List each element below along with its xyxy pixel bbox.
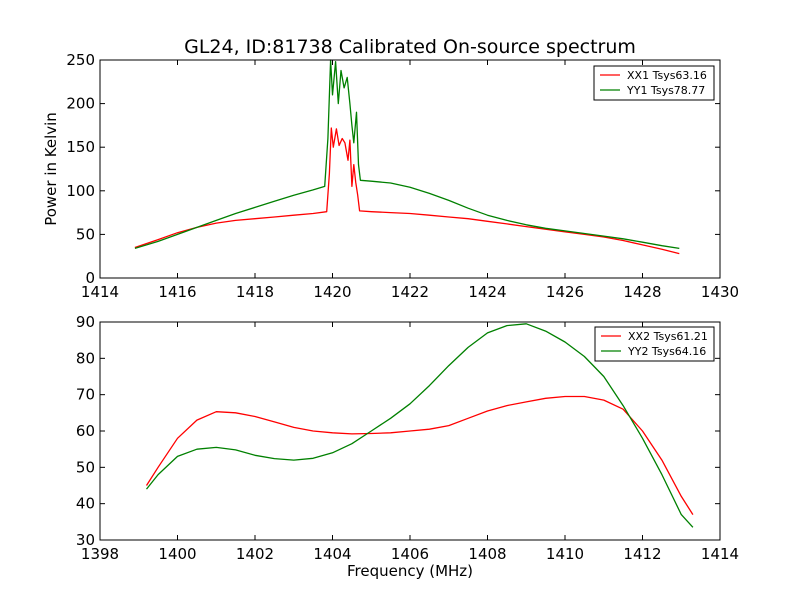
series-line-xx1 — [134, 127, 680, 255]
series-line-yy1 — [134, 59, 680, 250]
series-line-yy2 — [145, 323, 694, 528]
legend-entry: XX1 Tsys63.16 — [627, 69, 707, 82]
y-tick-label: 70 — [76, 386, 95, 404]
x-tick-label: 1412 — [623, 545, 661, 563]
y-tick-label: 80 — [76, 349, 95, 367]
x-tick-label: 1420 — [313, 283, 351, 301]
x-axis-label-bottom: Frequency (MHz) — [347, 562, 473, 580]
legend: XX1 Tsys63.16 YY1 Tsys78.77 — [593, 65, 715, 101]
y-tick-label: 60 — [76, 422, 95, 440]
x-tick-label: 1400 — [158, 545, 196, 563]
x-tick-label: 1410 — [546, 545, 584, 563]
chart-title: GL24, ID:81738 Calibrated On-source spec… — [184, 36, 636, 58]
bottom-panel: 1398 1400 1402 1404 1406 1408 1410 1412 1414 30 40… — [76, 313, 739, 563]
y-tick-label: 100 — [66, 182, 95, 200]
y-tick-label: 0 — [85, 269, 95, 287]
top-panel: 1414 1416 1418 1420 1422 1424 1426 1428 1430 0 50 1… — [66, 51, 739, 301]
legend: XX2 Tsys61.21 YY2 Tsys64.16 — [594, 326, 715, 362]
legend-box — [593, 65, 715, 101]
y-tick-label: 50 — [76, 458, 95, 476]
x-tick-label: 1406 — [391, 545, 429, 563]
x-tick-label: 1414 — [81, 283, 119, 301]
x-tick-label: 1398 — [81, 545, 119, 563]
y-tick-label: 250 — [66, 51, 95, 69]
y-tick-label: 40 — [76, 495, 95, 513]
x-tick-label: 1428 — [623, 283, 661, 301]
y-tick-label: 200 — [66, 95, 95, 113]
legend-entry: XX2 Tsys61.21 — [628, 330, 708, 343]
x-tick-label: 1416 — [158, 283, 196, 301]
legend-entry: YY1 Tsys78.77 — [626, 84, 705, 97]
y-tick-label: 30 — [76, 531, 95, 549]
x-tick-label: 1404 — [313, 545, 351, 563]
y-tick-label: 50 — [76, 225, 95, 243]
x-tick-label: 1414 — [701, 545, 739, 563]
y-axis-label-top: Power in Kelvin — [42, 112, 60, 226]
legend-box — [594, 326, 715, 362]
x-tick-label: 1430 — [701, 283, 739, 301]
y-tick-label: 90 — [76, 313, 95, 331]
legend-entry: YY2 Tsys64.16 — [627, 345, 706, 358]
y-tick-label: 150 — [66, 138, 95, 156]
x-tick-label: 1408 — [468, 545, 506, 563]
x-tick-label: 1422 — [391, 283, 429, 301]
x-tick-label: 1402 — [236, 545, 274, 563]
x-tick-label: 1426 — [546, 283, 584, 301]
x-tick-label: 1424 — [468, 283, 506, 301]
x-tick-label: 1418 — [236, 283, 274, 301]
series-line-xx2 — [145, 395, 694, 515]
